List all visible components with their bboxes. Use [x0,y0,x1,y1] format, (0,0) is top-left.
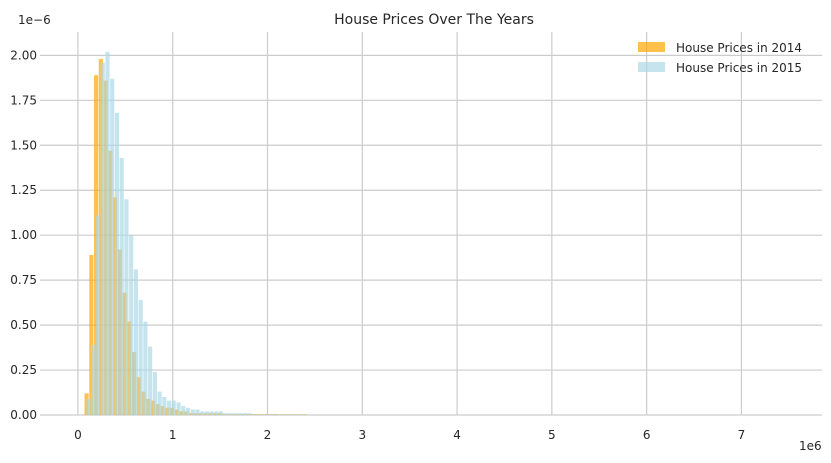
legend-swatch-2015 [638,62,665,72]
bar-2015-13 [148,346,153,415]
y-tick-label-5: 1.25 [10,183,37,197]
x-tick-label-6: 6 [643,428,651,442]
bar-2015-10 [133,269,138,415]
x-tick-label-7: 7 [738,428,746,442]
bar-2015-26 [209,411,214,415]
x-tick-label-2: 2 [264,428,272,442]
bar-2015-36 [257,414,262,415]
bar-2014-1 [89,254,94,415]
x-tick-label-4: 4 [453,428,461,442]
bar-2015-6 [114,112,120,415]
bar-2015-25 [204,411,210,415]
bar-2015-16 [162,397,167,415]
bar-2015-3 [100,62,105,415]
bar-2015-22 [190,409,195,415]
bar-2015-37 [261,414,266,415]
bar-2015-23 [195,409,200,415]
x-tick-label-1: 1 [169,428,177,442]
bar-2015-44 [294,414,300,415]
bar-2015-31 [233,413,238,415]
bar-2015-11 [138,299,143,415]
bar-2015-40 [276,414,281,415]
x-offset-label: 1e6 [799,439,822,453]
bar-2015-28 [219,411,224,415]
bar-2015-12 [143,321,148,415]
bar-2015-17 [167,400,172,415]
y-tick-label-7: 1.75 [10,93,37,107]
x-tick-label-5: 5 [548,428,556,442]
bar-2015-2 [95,215,101,415]
bar-2015-35 [252,414,257,415]
bar-2015-7 [119,157,124,416]
legend-label-2014: House Prices in 2014 [676,41,802,55]
bar-2015-20 [181,406,186,415]
y-tick-labels: 0.00 0.25 0.50 0.75 1.00 1.25 1.50 1.75 2.00 [10,48,37,422]
bar-2015-42 [285,414,290,415]
bar-2015-45 [299,414,304,415]
bar-2015-9 [129,235,134,415]
bar-2015-24 [200,411,205,415]
bar-2015-39 [271,414,276,415]
y-tick-label-3: 0.75 [10,273,37,287]
x-tick-label-3: 3 [358,428,366,442]
bar-2015-33 [242,413,247,415]
bar-2015-27 [214,411,219,415]
bar-2015-15 [157,391,162,415]
bar-2015-8 [124,199,129,415]
x-tick-label-0: 0 [74,428,82,442]
bar-2015-19 [176,402,181,415]
bar-2015-29 [223,413,229,415]
y-offset-label: 1e−6 [18,13,51,27]
legend-label-2015: House Prices in 2015 [676,61,802,75]
legend: House Prices in 2014 House Prices in 201… [638,41,802,75]
bar-2015-21 [185,407,191,415]
bar-2015-30 [228,413,233,415]
y-tick-label-0: 0.00 [10,408,37,422]
bar-2015-0 [86,398,91,415]
bar-2015-43 [290,414,295,415]
bars-series-2015 [86,51,309,416]
y-tick-label-4: 1.00 [10,228,37,242]
bar-2015-38 [266,414,271,415]
bar-2015-34 [247,413,252,415]
bar-2015-18 [171,400,176,415]
bar-2015-5 [110,78,115,416]
bar-2015-41 [280,414,285,415]
bar-2015-46 [304,414,309,415]
bar-2015-32 [238,413,243,415]
bar-2015-1 [91,344,96,415]
legend-swatch-2014 [638,42,665,52]
x-tick-labels: 012345678 [74,428,746,442]
y-tick-label-6: 1.50 [10,138,37,152]
y-tick-label-1: 0.25 [10,363,37,377]
y-tick-label-2: 0.50 [10,318,37,332]
bar-2015-14 [152,371,157,415]
bar-2015-4 [105,51,110,415]
y-tick-label-8: 2.00 [10,48,37,62]
chart-title: House Prices Over The Years [334,12,534,28]
